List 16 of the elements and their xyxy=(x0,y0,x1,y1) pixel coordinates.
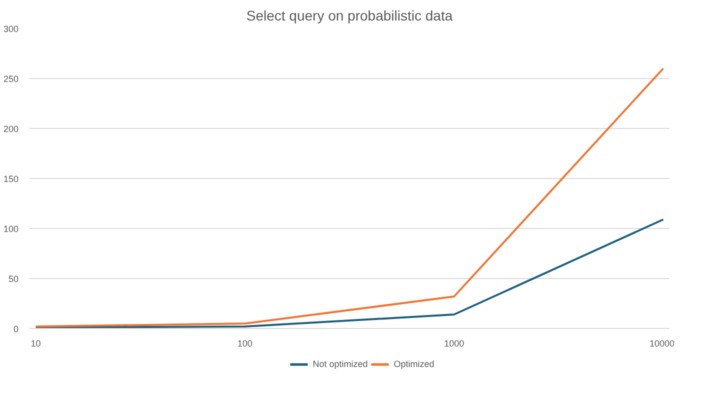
x-tick-label: 10000 xyxy=(649,338,675,348)
legend-label: Optimized xyxy=(394,359,434,369)
x-tick-label: 100 xyxy=(237,338,252,348)
chart-title: Select query on probabilistic data xyxy=(246,8,453,24)
line-series xyxy=(34,68,664,328)
legend-label: Not optimized xyxy=(312,359,368,369)
y-tick-label: 250 xyxy=(3,74,19,84)
y-tick-label: 0 xyxy=(13,324,19,334)
y-tick-label: 100 xyxy=(3,224,19,234)
y-tick-label: 150 xyxy=(3,174,19,184)
x-tick-label: 10 xyxy=(30,338,41,348)
x-tick-label: 1000 xyxy=(444,338,464,348)
y-tick-label: 300 xyxy=(3,24,19,34)
line-series xyxy=(34,218,664,328)
y-tick-label: 50 xyxy=(8,274,19,284)
y-tick-label: 200 xyxy=(3,124,19,134)
